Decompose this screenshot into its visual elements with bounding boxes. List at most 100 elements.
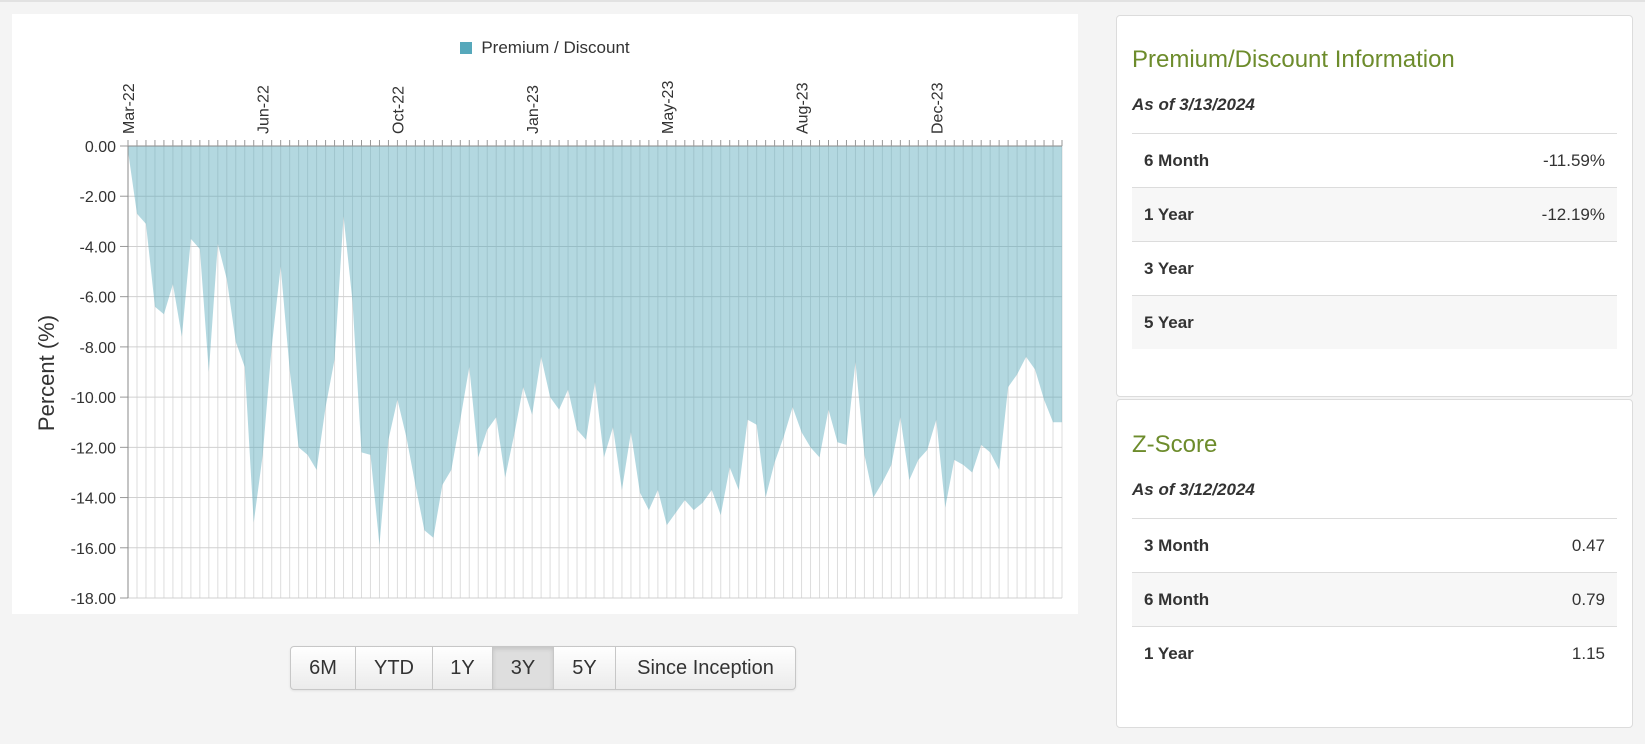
data-point: [746, 418, 750, 422]
data-point: [575, 428, 579, 432]
z-score-row: 1 Year 1.15: [1132, 626, 1617, 680]
data-point: [889, 463, 893, 467]
legend-label: Premium / Discount: [481, 38, 630, 57]
data-point: [692, 508, 696, 512]
data-point: [638, 491, 642, 495]
data-point: [1006, 385, 1010, 389]
data-point: [952, 458, 956, 462]
data-point: [880, 480, 884, 484]
x-tick-label: May-23: [660, 81, 677, 134]
data-point: [342, 214, 346, 218]
data-point: [467, 365, 471, 369]
data-point: [728, 465, 732, 469]
premium-discount-row-label: 1 Year: [1144, 204, 1194, 224]
data-point: [602, 455, 606, 459]
z-score-row-value: 1.15: [1571, 643, 1605, 663]
x-tick-label: Jan-23: [525, 85, 542, 134]
data-point: [234, 340, 238, 344]
data-point: [270, 345, 274, 349]
range-button-3y[interactable]: 3Y: [492, 647, 553, 689]
data-point: [422, 528, 426, 532]
data-point: [404, 435, 408, 439]
data-point: [683, 498, 687, 502]
data-point: [584, 438, 588, 442]
data-point: [818, 455, 822, 459]
data-point: [719, 513, 723, 517]
premium-discount-as-of: As of 3/13/2024: [1132, 95, 1255, 114]
data-point: [189, 237, 193, 241]
data-point: [979, 443, 983, 447]
data-point: [961, 463, 965, 467]
data-point: [494, 415, 498, 419]
chart-legend[interactable]: Premium / Discount: [12, 38, 1078, 58]
z-score-as-of: As of 3/12/2024: [1132, 480, 1255, 499]
data-point: [153, 305, 157, 309]
data-point: [539, 355, 543, 359]
range-button-5y[interactable]: 5Y: [553, 647, 615, 689]
data-point: [970, 470, 974, 474]
x-tick-label: Aug-23: [795, 82, 812, 134]
data-point: [656, 488, 660, 492]
premium-discount-row-value: -11.59%: [1542, 150, 1605, 170]
premium-discount-info-card: Premium/Discount Information As of 3/13/…: [1116, 15, 1633, 397]
data-point: [413, 483, 417, 487]
data-point: [862, 453, 866, 457]
y-tick-label: -6.00: [80, 290, 117, 307]
y-tick-label: -8.00: [80, 340, 117, 357]
data-point: [243, 365, 247, 369]
data-point: [279, 265, 283, 269]
data-point: [988, 450, 992, 454]
data-point: [647, 508, 651, 512]
data-point: [800, 430, 804, 434]
z-score-row: 3 Month 0.47: [1132, 518, 1617, 572]
premium-discount-chart: Premium / Discount 0.00 -2.00 -4.00 -6.00 -8…: [12, 14, 1078, 614]
data-point: [737, 488, 741, 492]
range-button-group: 6M YTD 1Y 3Y 5Y Since Inception: [290, 646, 796, 690]
y-tick-label: -2.00: [80, 189, 117, 206]
series-area-premium-discount: [128, 146, 1062, 546]
z-score-row-value: 0.47: [1571, 535, 1605, 555]
data-point: [198, 247, 202, 251]
data-point: [548, 395, 552, 399]
data-point: [1051, 420, 1055, 424]
x-tick-label: Dec-23: [929, 82, 946, 134]
data-point: [620, 488, 624, 492]
y-tick-label: -12.00: [71, 440, 116, 457]
z-score-row-label: 1 Year: [1144, 643, 1194, 663]
data-point: [324, 405, 328, 409]
y-axis-title: Percent (%): [34, 315, 59, 431]
data-point: [333, 357, 337, 361]
data-point: [943, 506, 947, 510]
range-button-ytd[interactable]: YTD: [355, 647, 432, 689]
z-score-row-value: 0.79: [1571, 589, 1605, 609]
data-point: [449, 468, 453, 472]
data-point: [907, 478, 911, 482]
data-point: [611, 425, 615, 429]
y-tick-label: -10.00: [71, 390, 116, 407]
data-point: [593, 380, 597, 384]
data-point: [180, 335, 184, 339]
data-point: [297, 445, 301, 449]
top-divider: [0, 0, 1645, 2]
data-point: [288, 367, 292, 371]
data-point: [216, 242, 220, 246]
premium-discount-row: 6 Month -11.59%: [1132, 133, 1617, 187]
range-button-1y[interactable]: 1Y: [432, 647, 492, 689]
data-point: [925, 448, 929, 452]
data-point: [764, 496, 768, 500]
data-point: [315, 468, 319, 472]
data-point: [252, 521, 256, 525]
data-point: [386, 438, 390, 442]
premium-discount-row: 5 Year: [1132, 295, 1617, 349]
data-point: [809, 445, 813, 449]
premium-discount-row-label: 5 Year: [1144, 312, 1194, 332]
data-point: [755, 423, 759, 427]
data-point: [351, 300, 355, 304]
data-point: [827, 408, 831, 412]
data-point: [665, 523, 669, 527]
data-point: [458, 418, 462, 422]
range-button-since-inception[interactable]: Since Inception: [615, 647, 795, 689]
range-button-6m[interactable]: 6M: [291, 647, 355, 689]
data-point: [773, 460, 777, 464]
data-point: [898, 415, 902, 419]
